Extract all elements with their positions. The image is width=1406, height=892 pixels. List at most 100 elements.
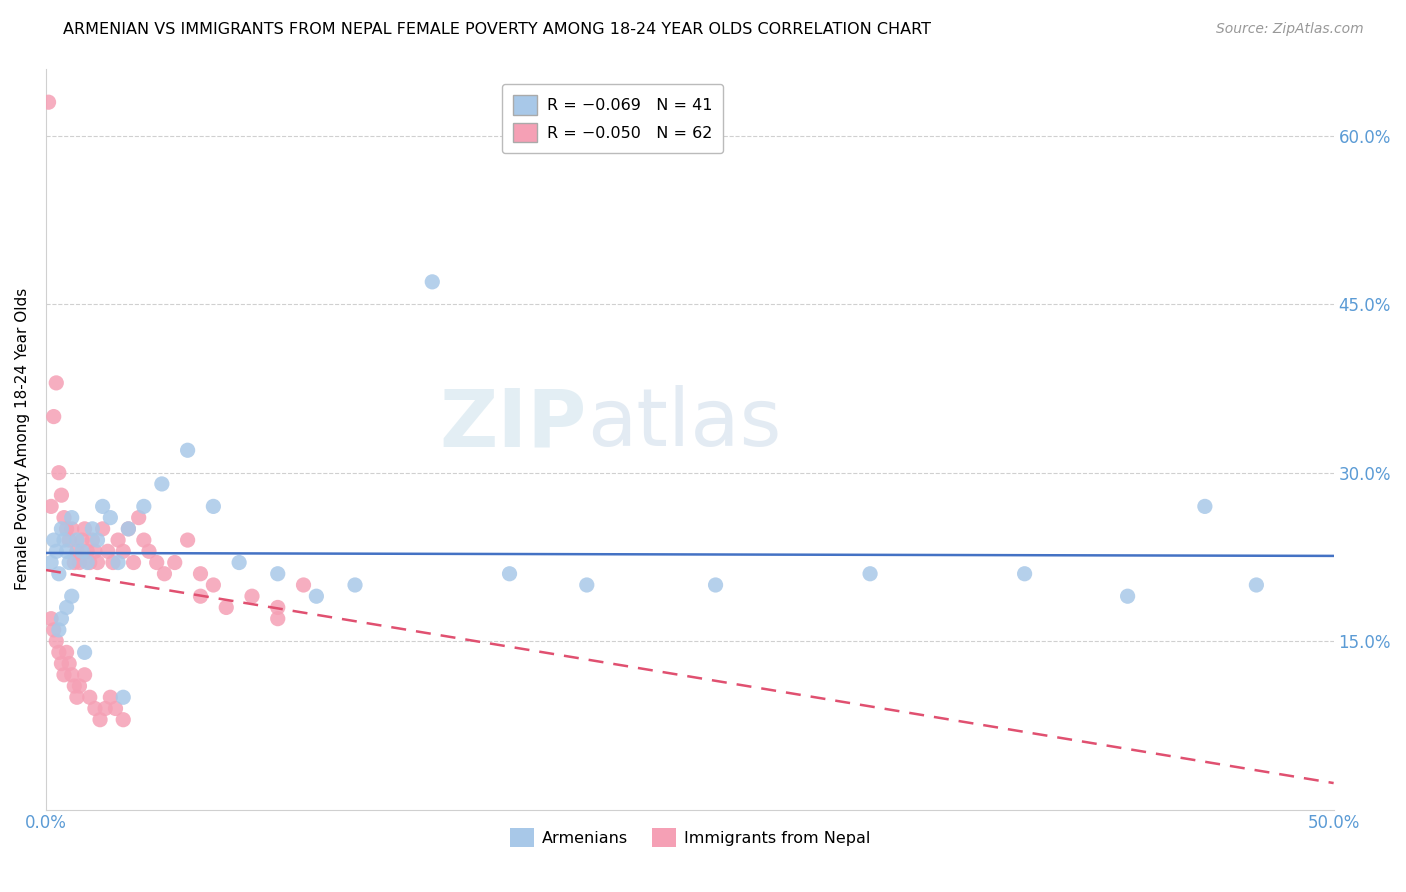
Point [112, 544, 135, 558]
Point [66, 544, 89, 558]
Point [48, 623, 70, 637]
Point [66, 533, 89, 547]
Point [82, 533, 104, 547]
Point [39, 500, 62, 514]
Point [1194, 500, 1216, 514]
Point [70, 533, 93, 547]
Point [112, 713, 135, 727]
Point [45, 634, 67, 648]
Point [39, 556, 62, 570]
Point [228, 556, 250, 570]
Point [112, 690, 135, 705]
Point [51, 488, 73, 502]
Point [63, 556, 86, 570]
Point [86, 533, 108, 547]
Point [1014, 566, 1036, 581]
Point [704, 578, 727, 592]
Point [202, 578, 225, 592]
Point [132, 500, 155, 514]
Point [153, 566, 176, 581]
Point [145, 556, 167, 570]
Point [97, 544, 120, 558]
Point [53, 668, 76, 682]
Point [38, 95, 60, 110]
Point [94, 701, 117, 715]
Point [91, 500, 114, 514]
Point [267, 600, 290, 615]
Point [69, 679, 91, 693]
Point [39, 612, 62, 626]
Point [69, 556, 91, 570]
Point [48, 466, 70, 480]
Point [60, 589, 83, 603]
Point [60, 522, 83, 536]
Point [1116, 589, 1139, 603]
Point [98, 690, 121, 705]
Text: ZIP: ZIP [440, 385, 586, 463]
Point [498, 566, 520, 581]
Point [55, 522, 77, 536]
Point [60, 510, 83, 524]
Point [82, 522, 104, 536]
Point [55, 600, 77, 615]
Point [76, 556, 98, 570]
Point [48, 566, 70, 581]
Point [53, 510, 76, 524]
Point [240, 589, 263, 603]
Text: Source: ZipAtlas.com: Source: ZipAtlas.com [1216, 22, 1364, 37]
Point [138, 544, 160, 558]
Legend: R = −0.069   N = 41, R = −0.050   N = 62: R = −0.069 N = 41, R = −0.050 N = 62 [502, 84, 723, 153]
Point [132, 533, 155, 547]
Text: atlas: atlas [586, 385, 782, 463]
Point [420, 275, 443, 289]
Point [101, 556, 124, 570]
Point [163, 556, 186, 570]
Point [73, 645, 96, 659]
Point [45, 544, 67, 558]
Point [190, 589, 212, 603]
Point [42, 623, 65, 637]
Point [267, 612, 290, 626]
Point [79, 556, 101, 570]
Point [202, 500, 225, 514]
Point [150, 477, 173, 491]
Point [58, 556, 80, 570]
Point [98, 510, 121, 524]
Point [66, 690, 89, 705]
Point [55, 544, 77, 558]
Point [215, 600, 238, 615]
Text: ARMENIAN VS IMMIGRANTS FROM NEPAL FEMALE POVERTY AMONG 18-24 YEAR OLDS CORRELATI: ARMENIAN VS IMMIGRANTS FROM NEPAL FEMALE… [63, 22, 931, 37]
Point [63, 679, 86, 693]
Point [267, 566, 290, 581]
Point [176, 443, 198, 458]
Point [79, 690, 101, 705]
Point [89, 713, 111, 727]
Point [42, 533, 65, 547]
Point [58, 657, 80, 671]
Point [122, 556, 145, 570]
Point [107, 556, 129, 570]
Point [45, 376, 67, 390]
Point [117, 522, 139, 536]
Point [343, 578, 366, 592]
Point [55, 645, 77, 659]
Point [104, 701, 127, 715]
Point [176, 533, 198, 547]
Point [91, 522, 114, 536]
Point [73, 668, 96, 682]
Point [128, 510, 150, 524]
Point [76, 544, 98, 558]
Y-axis label: Female Poverty Among 18-24 Year Olds: Female Poverty Among 18-24 Year Olds [15, 288, 30, 591]
Point [117, 522, 139, 536]
Point [42, 409, 65, 424]
Point [53, 533, 76, 547]
Point [73, 522, 96, 536]
Point [859, 566, 882, 581]
Point [190, 566, 212, 581]
Point [51, 612, 73, 626]
Point [60, 668, 83, 682]
Point [292, 578, 315, 592]
Point [305, 589, 328, 603]
Point [107, 533, 129, 547]
Point [51, 522, 73, 536]
